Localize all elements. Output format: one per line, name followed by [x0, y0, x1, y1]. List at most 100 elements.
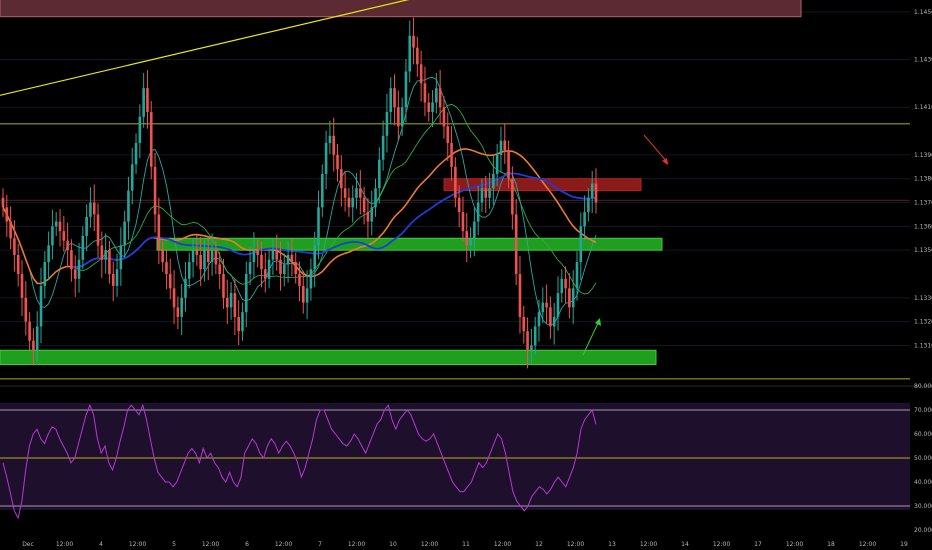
candle-body [92, 202, 96, 215]
candle [282, 253, 286, 287]
candle [499, 126, 503, 173]
candle-body [465, 231, 469, 246]
candle-body [218, 264, 221, 275]
candle [199, 236, 202, 286]
candle-body [16, 254, 20, 275]
candle-body [423, 83, 427, 103]
candle [400, 97, 404, 136]
candle-body [351, 197, 355, 208]
candle [343, 171, 347, 212]
candle-body [58, 221, 62, 232]
candle-body [473, 221, 476, 239]
candle-body [347, 197, 351, 208]
rsi-axis[interactable]: 80.0000 70.0000 60.0000 50.0000 40.0000 30.00… [914, 383, 932, 534]
candle [537, 299, 541, 342]
candle [248, 246, 252, 285]
candle-body [28, 321, 31, 341]
candle [176, 296, 180, 330]
candle-body [153, 166, 157, 215]
price-tick-label: 1.13800 [914, 176, 932, 183]
candle [552, 303, 556, 345]
candle-body [343, 188, 347, 198]
price-tick-label: 1.13900 [914, 152, 932, 159]
candle [20, 260, 24, 316]
candle [256, 239, 259, 268]
candle [575, 251, 579, 301]
candle [9, 206, 12, 250]
candle [172, 270, 176, 325]
candle-body [290, 254, 294, 263]
candle [385, 93, 389, 153]
candle [149, 101, 153, 180]
candle [77, 243, 81, 293]
candle [541, 287, 545, 324]
candle [438, 70, 442, 124]
price-pane[interactable] [0, 0, 910, 386]
candle-body [5, 207, 9, 222]
candle [507, 140, 510, 189]
candle-body [518, 274, 522, 317]
candle [423, 66, 427, 117]
price-tick-label: 1.13700 [914, 200, 932, 207]
price-tick-label: 1.13500 [914, 247, 932, 254]
candle [24, 281, 28, 336]
candle [457, 185, 461, 228]
candle-body [149, 111, 153, 167]
candle [66, 222, 69, 267]
candle [100, 231, 104, 278]
candle [206, 236, 210, 281]
support-resistance-zones [0, 0, 802, 366]
candle-body [492, 173, 495, 189]
candle-body [210, 250, 214, 263]
candle-body [305, 288, 309, 303]
time-tick-label: 12:00 [713, 541, 730, 548]
candle-body [138, 116, 142, 143]
candle-body [115, 269, 119, 286]
candle-body [263, 269, 267, 279]
candle-body [66, 240, 69, 251]
candle-body [378, 159, 381, 189]
candle-body [241, 312, 244, 332]
candle [225, 279, 229, 325]
candle [461, 196, 465, 243]
candle-body [362, 197, 366, 213]
time-tick-label: 5 [172, 541, 176, 548]
candle-body [571, 288, 575, 308]
candle-body [400, 107, 404, 127]
candle [359, 170, 362, 215]
candle [568, 273, 571, 319]
candle-body [450, 142, 453, 167]
candle [165, 249, 168, 290]
candle-body [62, 231, 66, 241]
candle-body [225, 297, 229, 308]
candle-body [294, 262, 297, 275]
price-axis[interactable]: 1.14500 1.14300 1.14100 1.13900 1.13800 1.137… [914, 9, 932, 350]
candle-body [484, 188, 488, 198]
candle [275, 234, 278, 271]
candle-body [302, 285, 305, 303]
candle [134, 133, 138, 174]
candle [594, 168, 598, 214]
candle-body [514, 214, 518, 275]
time-axis[interactable]: Dec 12:00 4 12:00 5 12:00 6 12:00 7 12:00 10 12:00 1… [22, 541, 908, 548]
candle [431, 90, 434, 128]
candle [374, 178, 377, 217]
candle [378, 147, 381, 204]
candle [328, 120, 332, 154]
candle [108, 240, 111, 284]
rsi-pane[interactable] [0, 403, 910, 520]
candle-body [412, 35, 415, 48]
green-support-low-zone [0, 349, 657, 366]
candle-body [214, 250, 218, 265]
candle [96, 203, 100, 258]
candle-body [476, 202, 480, 222]
candle-body [222, 274, 225, 298]
candle [191, 237, 195, 278]
candle [404, 59, 408, 123]
candle-body [77, 259, 81, 279]
candle-body [157, 214, 161, 251]
candle [587, 188, 590, 222]
time-tick-label: 12:00 [859, 541, 876, 548]
candle [127, 176, 130, 240]
